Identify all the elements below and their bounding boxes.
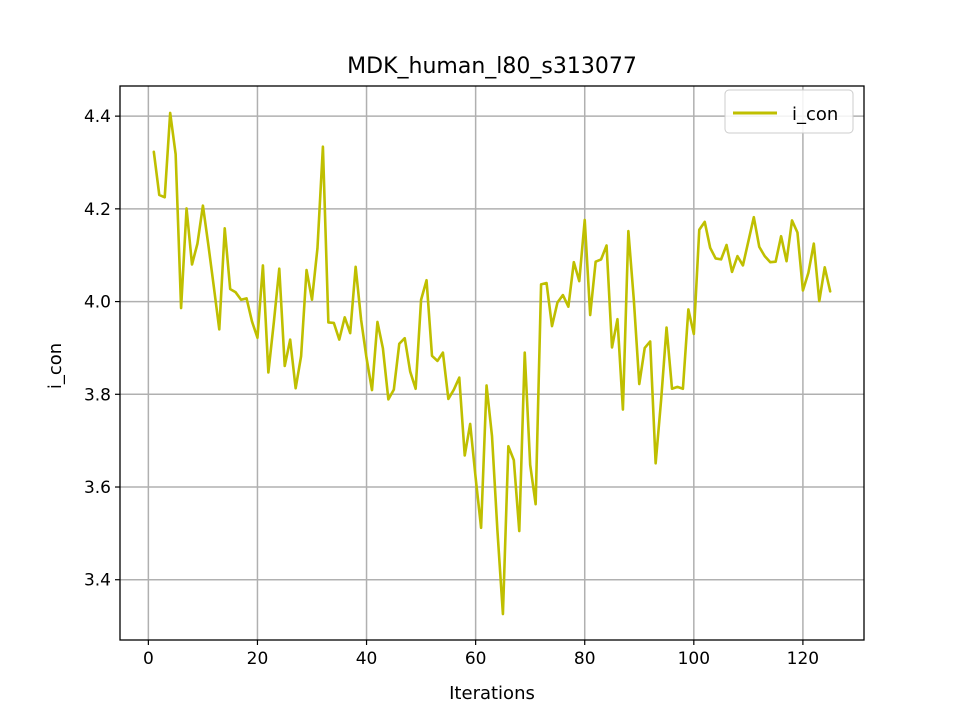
y-tick-label: 3.8 — [84, 385, 111, 405]
x-tick-label: 20 — [247, 649, 269, 669]
y-tick-label: 3.6 — [84, 478, 111, 498]
series-line-i_con — [152, 111, 832, 616]
y-tick-label: 4.0 — [84, 293, 111, 313]
x-tick-label: 60 — [465, 649, 487, 669]
y-tick-label: 4.4 — [84, 107, 111, 127]
y-tick-label: 3.4 — [84, 571, 111, 591]
legend-frame — [724, 89, 854, 134]
plot-area-frame — [119, 85, 865, 641]
legend: i_con — [724, 89, 854, 134]
x-tick-label: 120 — [787, 649, 819, 669]
y-tick-label: 4.2 — [84, 200, 111, 220]
series-layer — [152, 111, 832, 616]
x-tick-label: 100 — [678, 649, 710, 669]
x-tick-label: 80 — [574, 649, 596, 669]
x-tick-label: 0 — [143, 649, 154, 669]
y-axis-title: i_con — [45, 343, 66, 389]
y-axis-ticks: 3.4 3.6 3.8 4.0 4.2 4.4 — [84, 107, 120, 591]
chart-title: MDK_human_l80_s313077 — [347, 54, 637, 79]
legend-label: i_con — [792, 104, 838, 125]
x-axis-ticks: 0 20 40 60 80 100 120 — [143, 640, 819, 669]
x-axis-title: Iterations — [449, 683, 535, 704]
x-tick-label: 40 — [356, 649, 378, 669]
